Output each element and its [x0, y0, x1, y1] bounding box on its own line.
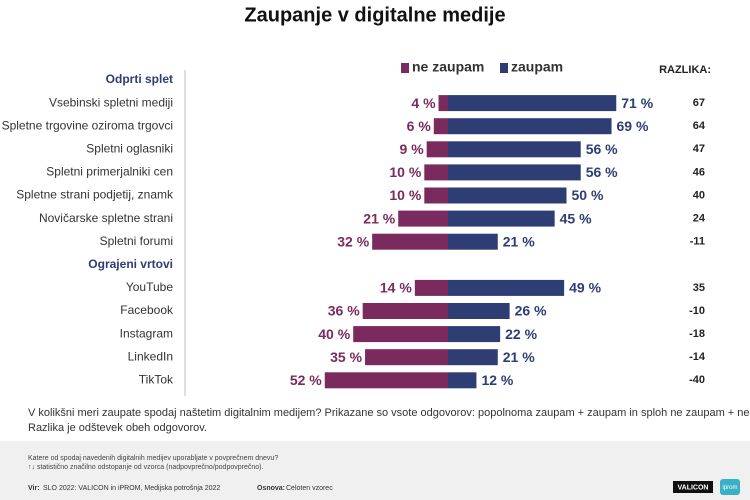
logo-text: VALICON — [678, 484, 709, 491]
bar — [448, 349, 498, 366]
value-label: 10 % — [389, 164, 421, 180]
footer-band — [0, 441, 750, 500]
bar — [448, 326, 501, 343]
bar — [448, 141, 581, 158]
bar — [448, 164, 581, 181]
category-label: Spletni oglasniki — [86, 141, 173, 155]
difference-value: 46 — [693, 166, 705, 178]
difference-header: RAZLIKA: — [659, 64, 711, 76]
bar — [448, 95, 617, 112]
bar — [424, 164, 448, 181]
logo-text: iprom — [722, 485, 737, 491]
value-label: 6 % — [407, 118, 432, 134]
category-label: YouTube — [126, 280, 173, 294]
category-label: Spletni primerjalniki cen — [46, 165, 173, 179]
value-label: 50 % — [572, 187, 604, 203]
base-text: Celoten vzorec — [286, 485, 333, 492]
difference-value: 64 — [693, 120, 706, 132]
value-label: 40 % — [318, 326, 350, 342]
value-label: 45 % — [560, 210, 592, 226]
note: Razlika je odštevek obeh odgovorov. — [28, 422, 207, 434]
value-label: 21 % — [363, 210, 395, 226]
value-label: 52 % — [290, 372, 322, 388]
difference-value: -10 — [689, 305, 705, 317]
bar — [448, 187, 567, 204]
value-label: 32 % — [337, 233, 369, 249]
value-label: 4 % — [411, 95, 436, 111]
source-text: SLO 2022: VALICON in iPROM, Medijska pot… — [43, 485, 220, 492]
value-label: 69 % — [617, 118, 649, 134]
value-label: 9 % — [400, 141, 425, 157]
chart-title: Zaupanje v digitalne medije — [244, 4, 505, 26]
bar — [424, 187, 448, 204]
bar — [372, 233, 448, 250]
category-label: Instagram — [120, 326, 173, 340]
value-label: 56 % — [586, 141, 618, 157]
difference-value: -11 — [690, 236, 705, 248]
value-label: 21 % — [503, 233, 535, 249]
difference-value: 40 — [693, 189, 705, 201]
value-label: 10 % — [389, 187, 421, 203]
difference-value: 35 — [693, 282, 705, 294]
bar — [448, 303, 510, 319]
bar — [448, 279, 565, 296]
group-label: Ograjeni vrtovi — [88, 257, 173, 271]
category-label: Facebook — [120, 303, 174, 317]
bar — [362, 303, 448, 319]
value-label: 36 % — [328, 303, 360, 319]
value-label: 22 % — [505, 326, 537, 342]
bar — [448, 372, 477, 389]
bar — [324, 372, 448, 389]
legend-swatch — [500, 63, 508, 73]
base-label: Osnova: — [257, 485, 285, 492]
bar — [414, 279, 448, 296]
bar — [438, 95, 448, 112]
difference-value: 67 — [693, 97, 705, 109]
group-label: Odprti splet — [106, 72, 173, 86]
difference-value: -14 — [689, 351, 706, 363]
category-label: Vsebinski spletni mediji — [49, 95, 173, 109]
category-label: Spletni forumi — [100, 234, 173, 248]
logo — [720, 479, 740, 495]
value-label: 21 % — [503, 349, 535, 365]
bar — [448, 118, 612, 135]
footer-line: Katere od spodaj navedenih digitalnih me… — [28, 455, 278, 462]
difference-value: 47 — [693, 143, 705, 155]
legend-label: ne zaupam — [412, 59, 484, 75]
difference-value: 24 — [693, 213, 706, 225]
value-label: 49 % — [569, 280, 601, 296]
value-label: 35 % — [330, 349, 362, 365]
difference-value: -18 — [689, 328, 705, 340]
legend-swatch — [401, 63, 409, 73]
bar — [448, 233, 498, 250]
bar — [398, 210, 448, 227]
difference-value: -40 — [689, 374, 705, 386]
legend-label: zaupam — [511, 59, 563, 75]
value-label: 12 % — [481, 372, 513, 388]
value-label: 26 % — [515, 303, 547, 319]
value-label: 71 % — [621, 95, 653, 111]
value-label: 14 % — [380, 280, 412, 296]
logo — [673, 481, 713, 493]
bar — [353, 326, 448, 343]
bar — [426, 141, 448, 158]
category-label: Novičarske spletne strani — [39, 211, 173, 225]
bar — [448, 210, 555, 227]
category-label: TikTok — [139, 372, 174, 386]
category-label: LinkedIn — [128, 349, 173, 363]
footer-line: ↑↓ statistično značilno odstopanje od vz… — [28, 464, 263, 471]
value-label: 56 % — [586, 164, 618, 180]
bar — [365, 349, 448, 366]
category-label: Spletne strani podjetij, znamk — [16, 188, 174, 202]
category-label: Spletne trgovine oziroma trgovci — [2, 118, 173, 132]
bar — [433, 118, 448, 135]
note: V kolikšni meri zaupate spodaj naštetim … — [28, 407, 750, 419]
source-label: Vir: — [28, 485, 40, 492]
